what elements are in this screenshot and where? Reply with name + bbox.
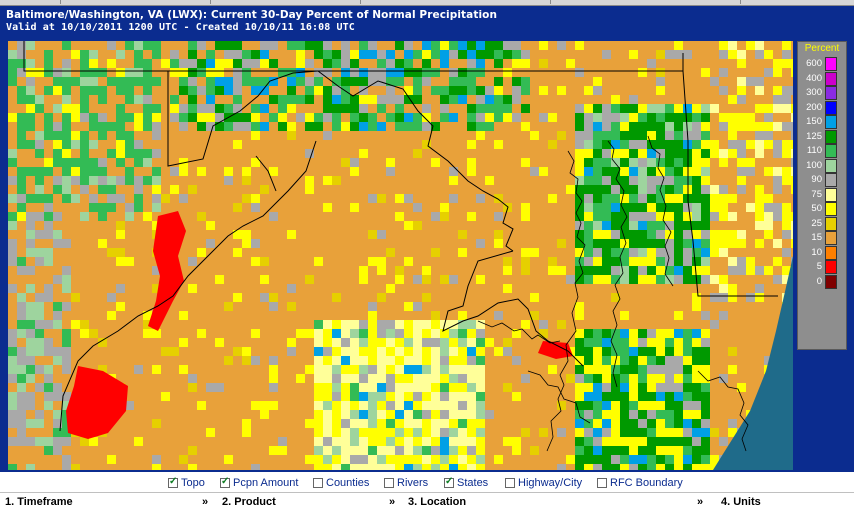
nav-location[interactable]: 3. Location xyxy=(408,496,467,508)
legend-swatch xyxy=(825,202,837,216)
tab-stub[interactable] xyxy=(360,0,551,4)
precip-pixel-field xyxy=(8,41,793,470)
legend-entry: 110 xyxy=(798,144,846,158)
legend-swatch xyxy=(825,129,837,144)
nav-timeframe[interactable]: 1. Timeframe xyxy=(5,496,73,508)
legend-swatch xyxy=(825,245,837,260)
legend-entry: 150 xyxy=(798,115,846,129)
tab-stub[interactable] xyxy=(60,0,211,4)
legend-entry: 125 xyxy=(798,129,846,144)
legend-entry: 75 xyxy=(798,187,846,202)
layer-topo-toggle[interactable]: Topo xyxy=(168,476,205,490)
legend-swatch xyxy=(825,71,837,86)
layer-toggle-bar: Topo Pcpn Amount Counties Rivers States … xyxy=(0,472,854,492)
legend-label: 110 xyxy=(806,145,822,156)
legend-label: 50 xyxy=(811,203,822,214)
layer-counties-toggle[interactable]: Counties xyxy=(313,476,369,490)
precipitation-map[interactable] xyxy=(8,41,793,470)
ocean-water xyxy=(713,256,793,470)
legend-swatch xyxy=(825,144,837,158)
legend-swatch xyxy=(825,173,837,187)
tab-stub[interactable] xyxy=(210,0,361,4)
legend-entry: 25 xyxy=(798,216,846,231)
legend-swatch xyxy=(825,274,837,289)
tab-stub[interactable] xyxy=(550,0,741,4)
layer-highway-city-toggle[interactable]: Highway/City xyxy=(505,476,582,490)
legend-label: 75 xyxy=(811,188,822,200)
checkbox-icon[interactable] xyxy=(597,478,607,488)
legend-label: 15 xyxy=(811,232,822,243)
map-legend: Percent 600 400 300 200 150 125 110 100 90 75 50 25… xyxy=(797,41,847,350)
layer-rfc-boundary-toggle[interactable]: RFC Boundary xyxy=(597,476,683,490)
map-header: Baltimore/Washington, VA (LWX): Current … xyxy=(0,6,854,40)
legend-label: 10 xyxy=(811,246,822,258)
legend-label: 125 xyxy=(806,130,822,142)
legend-swatch xyxy=(825,115,837,129)
checkbox-icon[interactable] xyxy=(505,478,515,488)
legend-title: Percent xyxy=(804,43,840,54)
legend-swatch xyxy=(825,158,837,173)
legend-label: 150 xyxy=(806,116,822,127)
valid-time: Valid at 10/10/2011 1200 UTC - Created 1… xyxy=(6,22,355,33)
nav-arrow-icon: » xyxy=(697,496,704,508)
legend-label: 200 xyxy=(806,101,822,113)
step-navigation: 1. Timeframe » 2. Product » 3. Location … xyxy=(0,492,854,513)
coastline xyxy=(477,135,749,452)
legend-entry: 90 xyxy=(798,173,846,187)
legend-entry: 5 xyxy=(798,260,846,274)
legend-label: 90 xyxy=(811,174,822,185)
legend-entry: 400 xyxy=(798,71,846,86)
low-precip-areas xyxy=(66,211,573,439)
legend-label: 600 xyxy=(806,58,822,69)
state-boundaries xyxy=(23,41,778,432)
legend-swatch xyxy=(825,216,837,231)
legend-label: 25 xyxy=(811,217,822,229)
legend-entry: 10 xyxy=(798,245,846,260)
layer-rivers-toggle[interactable]: Rivers xyxy=(384,476,428,490)
legend-label: 400 xyxy=(806,72,822,84)
nav-product[interactable]: 2. Product xyxy=(222,496,276,508)
legend-label: 5 xyxy=(816,261,822,272)
legend-entry: 300 xyxy=(798,86,846,100)
top-tab-strip xyxy=(0,0,854,6)
layer-pcpn-amount-toggle[interactable]: Pcpn Amount xyxy=(220,476,298,490)
checkbox-icon[interactable] xyxy=(313,478,323,488)
legend-swatch xyxy=(825,187,837,202)
checkbox-icon[interactable] xyxy=(444,476,454,488)
legend-entry: 0 xyxy=(798,274,846,289)
legend-entry: 200 xyxy=(798,100,846,115)
legend-entry: 100 xyxy=(798,158,846,173)
legend-swatch xyxy=(825,100,837,115)
nav-units[interactable]: 4. Units xyxy=(721,496,761,508)
tab-stub[interactable] xyxy=(0,0,61,4)
legend-swatch xyxy=(825,57,837,71)
legend-swatch xyxy=(825,231,837,245)
layer-states-toggle[interactable]: States xyxy=(444,476,488,490)
legend-entry: 50 xyxy=(798,202,846,216)
map-title: Baltimore/Washington, VA (LWX): Current … xyxy=(6,9,498,21)
legend-label: 300 xyxy=(806,87,822,98)
legend-entry: 15 xyxy=(798,231,846,245)
legend-label: 100 xyxy=(806,159,822,171)
legend-entry: 600 xyxy=(798,57,846,71)
checkbox-icon[interactable] xyxy=(384,478,394,488)
legend-swatch xyxy=(825,86,837,100)
legend-label: 0 xyxy=(816,275,822,287)
checkbox-icon[interactable] xyxy=(220,476,230,488)
nav-arrow-icon: » xyxy=(389,496,396,508)
checkbox-icon[interactable] xyxy=(168,476,178,488)
legend-swatch xyxy=(825,260,837,274)
nav-arrow-icon: » xyxy=(202,496,209,508)
